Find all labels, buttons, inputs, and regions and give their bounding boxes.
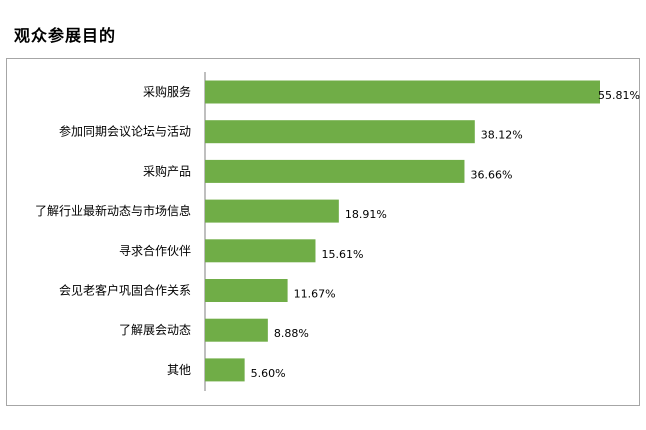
- data-label: 8.88%: [274, 327, 309, 340]
- category-tick-label: 了解行业最新动态与市场信息: [35, 203, 191, 218]
- chart-frame: [6, 58, 640, 406]
- category-tick-label: 寻求合作伙伴: [119, 243, 191, 258]
- data-label: 5.60%: [251, 367, 286, 380]
- data-label: 36.66%: [470, 168, 512, 181]
- bar: [205, 358, 245, 382]
- category-tick-label: 参加同期会议论坛与活动: [59, 124, 191, 139]
- bar: [205, 80, 600, 104]
- bar: [205, 199, 339, 223]
- data-label: 11.67%: [294, 288, 336, 301]
- data-label: 15.61%: [321, 248, 363, 261]
- bar: [205, 159, 465, 183]
- bar: [205, 279, 288, 302]
- category-tick-label: 会见老客户巩固合作关系: [59, 283, 191, 298]
- data-label: 55.81%: [598, 89, 640, 102]
- category-tick-label: 采购服务: [143, 84, 191, 99]
- bar: [205, 120, 475, 144]
- category-tick-label: 了解展会动态: [119, 323, 191, 337]
- category-tick-label: 采购产品: [143, 163, 191, 178]
- bar: [205, 318, 268, 342]
- data-label: 18.91%: [345, 208, 387, 221]
- page-title: 观众参展目的: [14, 26, 117, 45]
- category-tick-label: 其他: [167, 363, 191, 377]
- bar: [205, 239, 316, 263]
- data-label: 38.12%: [481, 129, 523, 142]
